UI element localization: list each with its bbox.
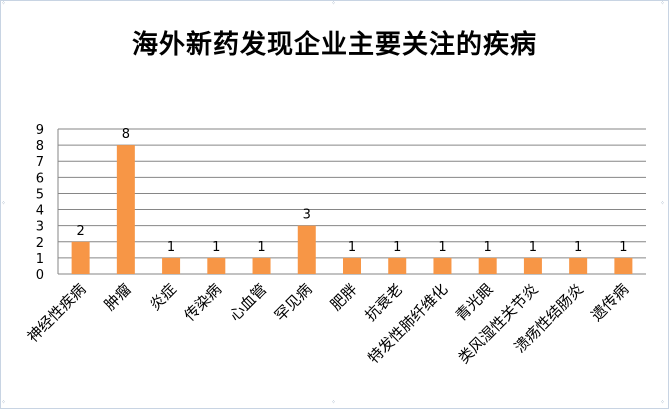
y-tick-label: 3 — [36, 220, 44, 235]
chart-title: 海外新药发现企业主要关注的疾病 — [131, 30, 537, 60]
gridlines — [58, 128, 646, 275]
bar — [116, 145, 135, 274]
resize-handle-bottom-left[interactable]: ⁘ — [1, 399, 7, 406]
category-label: 肿瘤 — [101, 280, 135, 314]
data-label: 1 — [348, 240, 356, 255]
category-label: 遗传病 — [588, 280, 633, 325]
y-tick-label: 8 — [36, 139, 44, 154]
resize-handle-bottom[interactable]: ⁘ — [331, 399, 337, 406]
bar — [162, 257, 181, 274]
y-tick-label: 6 — [36, 171, 44, 186]
bar — [433, 257, 452, 274]
bar — [207, 257, 226, 274]
bar — [569, 257, 588, 274]
y-tick-label: 2 — [36, 236, 44, 251]
bar — [343, 257, 361, 274]
data-label: 1 — [167, 240, 175, 255]
data-labels: 2 8 1 1 1 3 1 1 1 1 1 1 1 — [76, 127, 627, 255]
bar — [523, 257, 542, 274]
y-tick-label: 5 — [36, 187, 44, 202]
category-label: 肥胖 — [327, 280, 361, 314]
bar — [478, 257, 497, 274]
data-label: 1 — [212, 240, 220, 255]
data-label: 8 — [122, 127, 130, 142]
category-label: 心血管 — [226, 280, 271, 325]
y-tick-label: 7 — [36, 155, 44, 170]
data-label: 1 — [529, 240, 537, 255]
bar — [297, 225, 316, 274]
data-label: 1 — [393, 240, 401, 255]
category-label: 类风湿性关节炎 — [455, 280, 542, 367]
resize-handle-top-left[interactable]: ⁘ — [1, 0, 7, 7]
data-label: 1 — [619, 240, 627, 255]
data-label: 1 — [574, 240, 582, 255]
y-tick-label: 4 — [36, 204, 44, 219]
data-label: 1 — [257, 240, 265, 255]
bar — [388, 257, 407, 274]
data-label: 1 — [438, 240, 446, 255]
resize-handle-top[interactable]: ⁘ — [331, 0, 337, 7]
bar — [614, 257, 633, 274]
category-label: 神经性疾病 — [24, 280, 90, 346]
data-label: 3 — [303, 208, 311, 223]
resize-handle-right[interactable]: ⁘ — [660, 200, 666, 207]
data-label: 2 — [76, 224, 84, 239]
data-label: 1 — [484, 240, 492, 255]
resize-handle-top-right[interactable]: ⁘ — [660, 0, 666, 7]
category-label: 罕见病 — [271, 280, 316, 325]
y-tick-label: 0 — [36, 268, 44, 283]
category-label: 特发性肺纤维化 — [364, 280, 451, 367]
category-label: 传染病 — [181, 280, 226, 325]
bar — [71, 241, 90, 274]
resize-handle-left[interactable]: ⁘ — [1, 200, 7, 207]
bar — [252, 257, 271, 274]
y-tick-label: 9 — [36, 123, 44, 138]
y-tick-label: 1 — [36, 252, 44, 267]
category-label: 炎症 — [146, 280, 180, 314]
resize-handle-bottom-right[interactable]: ⁘ — [660, 399, 666, 406]
bars — [71, 145, 633, 274]
